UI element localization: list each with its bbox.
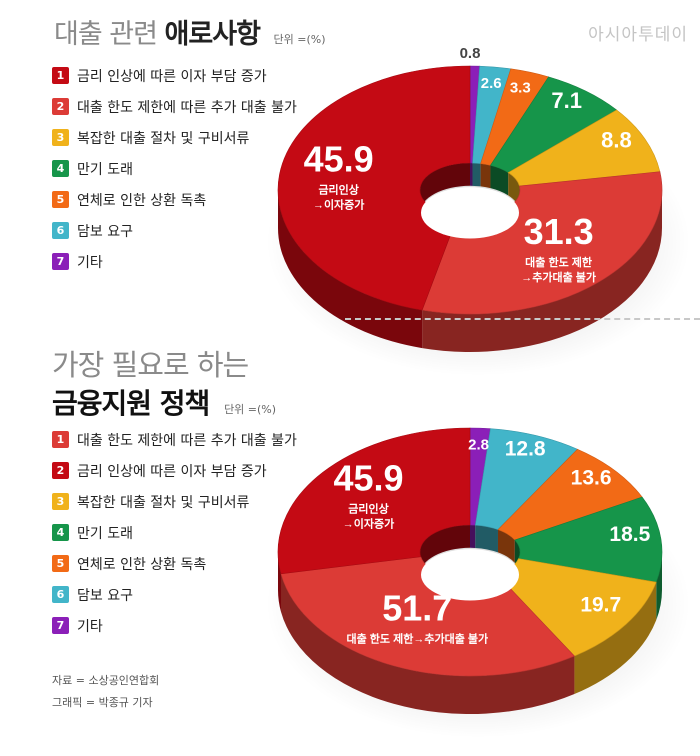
slice-inner-wall xyxy=(475,525,498,553)
section2-legend-item: 2 금리 인상에 따른 이자 부담 증가 xyxy=(52,455,297,486)
slice-value-label: 13.6 xyxy=(571,466,612,489)
chart-2-donut: 2.8 12.8 13.6 18.5 19.7 51.7 대출 한도 제한→추가대출 불가 4… xyxy=(266,427,690,738)
legend-label: 만기 도래 xyxy=(77,161,133,178)
slice-value-label: 51.7 xyxy=(382,587,452,628)
slice-value-label: 31.3 xyxy=(524,211,594,252)
legend-number-badge: 4 xyxy=(52,524,69,541)
slice-value-label: 2.8 xyxy=(468,436,489,453)
section2-legend-item: 7 기타 xyxy=(52,610,297,641)
section2-unit: 단위 =(%) xyxy=(224,403,277,416)
slice-side-wall xyxy=(281,573,575,714)
section2-title: 금융지원 정책 단위 =(%) xyxy=(52,382,276,422)
legend-number-badge: 2 xyxy=(52,98,69,115)
slice-caption: →추가대출 불가 xyxy=(521,270,596,284)
section1-unit: 단위 =(%) xyxy=(273,33,326,46)
slice-inner-wall xyxy=(470,525,476,548)
legend-label: 기타 xyxy=(77,254,103,271)
legend-label: 기타 xyxy=(77,618,103,635)
section2-title-bold: 금융지원 정책 xyxy=(52,387,210,420)
slice-side-wall xyxy=(656,552,662,621)
legend-number-badge: 5 xyxy=(52,191,69,208)
legend-label: 복잡한 대출 절차 및 구비서류 xyxy=(77,494,250,511)
section1-legend-item: 5 연체로 인한 상환 독촉 xyxy=(52,184,297,215)
slice-side-wall xyxy=(422,190,662,353)
section2-title-light: 가장 필요로 하는 xyxy=(52,348,249,382)
slice-inner-wall xyxy=(472,163,481,187)
slice-value-label: 2.6 xyxy=(481,75,502,92)
slice-caption: →이자증가 xyxy=(343,517,394,531)
slice-inner-wall xyxy=(490,165,509,196)
slice-value-label: 45.9 xyxy=(304,139,374,180)
legend-number-badge: 7 xyxy=(52,253,69,270)
brand-logo: 아시아투데이 xyxy=(588,25,688,45)
section1-title-light: 대출 관련 xyxy=(54,19,158,50)
slice-side-wall xyxy=(278,552,282,612)
section2-legend-item: 6 담보 요구 xyxy=(52,579,297,610)
slice-inner-wall xyxy=(420,525,470,575)
section1-legend-item: 7 기타 xyxy=(52,246,297,277)
slice-value-label: 18.5 xyxy=(609,523,650,546)
legend-label: 대출 한도 제한에 따른 추가 대출 불가 xyxy=(77,432,297,449)
slice-caption: 금리인상 xyxy=(318,183,358,197)
section1-legend: 1 금리 인상에 따른 이자 부담 증가 2 대출 한도 제한에 따른 추가 대출 불… xyxy=(52,60,297,277)
slice-top xyxy=(277,65,471,311)
slice-inner-wall xyxy=(420,163,470,213)
slice-side-wall xyxy=(574,582,657,695)
section2-legend-item: 1 대출 한도 제한에 따른 추가 대출 불가 xyxy=(52,424,297,455)
legend-label: 복잡한 대출 절차 및 구비서류 xyxy=(77,130,250,147)
slice-value-label: 45.9 xyxy=(333,458,403,499)
slice-top xyxy=(514,496,663,583)
section1-title-bold: 애로사항 xyxy=(164,19,261,50)
legend-number-badge: 7 xyxy=(52,617,69,634)
slice-top xyxy=(507,109,661,187)
legend-number-badge: 2 xyxy=(52,462,69,479)
legend-number-badge: 1 xyxy=(52,431,69,448)
section1-legend-item: 4 만기 도래 xyxy=(52,153,297,184)
section1-legend-item: 3 복잡한 대출 절차 및 구비서류 xyxy=(52,122,297,153)
slice-value-label: 0.8 xyxy=(460,45,481,62)
slice-top xyxy=(277,427,471,575)
legend-number-badge: 5 xyxy=(52,555,69,572)
legend-number-badge: 1 xyxy=(52,67,69,84)
slice-value-label: 8.8 xyxy=(601,128,632,153)
legend-number-badge: 6 xyxy=(52,222,69,239)
legend-label: 연체로 인한 상환 독촉 xyxy=(77,556,207,573)
slice-caption: →이자증가 xyxy=(313,198,364,212)
graphic-credit: 그래픽 = 박종규 기자 xyxy=(52,696,153,709)
slice-caption: 금리인상 xyxy=(348,502,388,516)
section2-legend-item: 4 만기 도래 xyxy=(52,517,297,548)
slice-inner-wall xyxy=(497,529,515,563)
slice-value-label: 19.7 xyxy=(580,594,621,617)
slice-value-label: 12.8 xyxy=(505,438,546,461)
slice-side-wall xyxy=(278,190,423,349)
chart-1-donut: 0.82.6 3.3 7.1 8.8 31.3 대출 한도 제한→추가대출 불가 45.9 금… xyxy=(266,45,690,376)
section1-legend-item: 6 담보 요구 xyxy=(52,215,297,246)
legend-label: 연체로 인한 상환 독촉 xyxy=(77,192,207,209)
slice-caption: 대출 한도 제한→추가대출 불가 xyxy=(347,631,489,645)
section1-title: 대출 관련 애로사항 단위 =(%) xyxy=(54,12,326,51)
slice-caption: 대출 한도 제한 xyxy=(525,255,592,269)
section1-legend-item: 1 금리 인상에 따른 이자 부담 증가 xyxy=(52,60,297,91)
section2-legend: 1 대출 한도 제한에 따른 추가 대출 불가 2 금리 인상에 따른 이자 부담 증… xyxy=(52,424,297,641)
slice-value-label: 3.3 xyxy=(510,79,531,96)
legend-label: 만기 도래 xyxy=(77,525,133,542)
legend-label: 담보 요구 xyxy=(77,223,133,240)
slice-inner-wall xyxy=(470,163,473,186)
slice-value-label: 7.1 xyxy=(551,88,582,113)
legend-number-badge: 3 xyxy=(52,493,69,510)
source-credit: 자료 = 소상공인연합회 xyxy=(52,674,160,687)
legend-number-badge: 3 xyxy=(52,129,69,146)
section1-legend-item: 2 대출 한도 제한에 따른 추가 대출 불가 xyxy=(52,91,297,122)
section-divider xyxy=(345,318,700,320)
legend-number-badge: 4 xyxy=(52,160,69,177)
slice-inner-wall xyxy=(480,163,491,189)
legend-number-badge: 6 xyxy=(52,586,69,603)
legend-label: 금리 인상에 따른 이자 부담 증가 xyxy=(77,463,267,480)
legend-label: 담보 요구 xyxy=(77,587,133,604)
legend-label: 금리 인상에 따른 이자 부담 증가 xyxy=(77,68,267,85)
section2-legend-item: 3 복잡한 대출 절차 및 구비서류 xyxy=(52,486,297,517)
section2-legend-item: 5 연체로 인한 상환 독촉 xyxy=(52,548,297,579)
legend-label: 대출 한도 제한에 따른 추가 대출 불가 xyxy=(77,99,297,116)
